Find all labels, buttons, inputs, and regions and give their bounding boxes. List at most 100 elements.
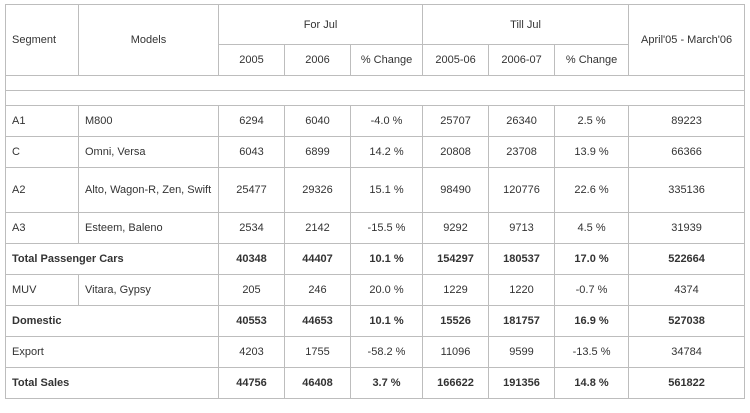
sales-table: Segment Models For Jul Till Jul April'05… (4, 4, 746, 399)
value-cell: 154297 (422, 243, 490, 275)
table-row: A1 M800 6294 6040 -4.0 % 25707 26340 2.5 % 89223 (5, 105, 746, 137)
models-cell: Omni, Versa (78, 136, 219, 168)
table-row: A2 Alto, Wagon-R, Zen, Swift 25477 29326 15.… (5, 167, 746, 213)
table-row: MUV Vitara, Gypsy 205 246 20.0 % 1229 1220 -0.7… (5, 274, 746, 306)
header-for-col: 2005 (218, 44, 285, 76)
value-cell: 34784 (628, 336, 746, 368)
value-cell: 89223 (628, 105, 746, 137)
sales-table-container: Segment Models For Jul Till Jul April'05… (4, 4, 746, 399)
value-cell: 22.6 % (554, 167, 630, 213)
value-cell: 10.1 % (349, 305, 424, 337)
value-cell: 25477 (218, 167, 285, 213)
value-cell: 9599 (488, 336, 556, 368)
value-cell: 9292 (422, 212, 490, 244)
value-cell: 17.0 % (554, 243, 630, 275)
header-till-period: Till Jul (422, 4, 630, 45)
value-cell: 15526 (422, 305, 490, 337)
value-cell: 11096 (422, 336, 490, 368)
segment-cell: A3 (5, 212, 79, 244)
value-cell: 44653 (284, 305, 351, 337)
value-cell: 4.5 % (554, 212, 630, 244)
segment-cell: MUV (5, 274, 79, 306)
table-row: Total Sales 44756 46408 3.7 % 166622 191356 14… (5, 367, 746, 399)
value-cell: 2534 (218, 212, 285, 244)
value-cell: 205 (218, 274, 285, 306)
value-cell: -13.5 % (554, 336, 630, 368)
header-for-period: For Jul (217, 4, 424, 45)
value-cell: 26340 (488, 105, 556, 137)
segment-cell: C (5, 136, 79, 168)
value-cell: 23708 (488, 136, 556, 168)
value-cell: 522664 (628, 243, 746, 275)
value-cell: 44756 (218, 367, 285, 399)
models-cell: Alto, Wagon-R, Zen, Swift (78, 167, 219, 213)
table-row: C Omni, Versa 6043 6899 14.2 % 20808 23708 13.9… (5, 136, 746, 168)
models-cell: Vitara, Gypsy (78, 274, 219, 306)
table-row: Domestic 40553 44653 10.1 % 15526 181757 16.9 … (5, 305, 746, 337)
models-cell: M800 (78, 105, 219, 137)
segment-cell: Export (5, 336, 219, 368)
value-cell: 191356 (488, 367, 556, 399)
value-cell: -0.7 % (554, 274, 630, 306)
models-cell: Esteem, Baleno (78, 212, 219, 244)
value-cell: 181757 (488, 305, 556, 337)
value-cell: 10.1 % (349, 243, 424, 275)
value-cell: 98490 (422, 167, 490, 213)
value-cell: 40553 (218, 305, 285, 337)
header-models: Models (78, 4, 219, 76)
value-cell: 246 (284, 274, 351, 306)
header-for-col: 2006 (284, 44, 351, 76)
segment-cell: A2 (5, 167, 79, 213)
value-cell: 29326 (284, 167, 351, 213)
value-cell: 46408 (284, 367, 351, 399)
segment-cell: Domestic (5, 305, 219, 337)
value-cell: 2142 (284, 212, 351, 244)
value-cell: 15.1 % (349, 167, 424, 213)
value-cell: 44407 (284, 243, 351, 275)
spacer-cell (4, 75, 746, 91)
value-cell: 2.5 % (554, 105, 630, 137)
value-cell: 31939 (628, 212, 746, 244)
value-cell: 16.9 % (554, 305, 630, 337)
table-row: A3 Esteem, Baleno 2534 2142 -15.5 % 9292 9713 4… (5, 212, 746, 244)
value-cell: 40348 (218, 243, 285, 275)
value-cell: 9713 (488, 212, 556, 244)
header-segment: Segment (5, 4, 79, 76)
value-cell: 1755 (284, 336, 351, 368)
header-row-2: 2005 2006 % Change 2005-06 2006-07 % Cha… (6, 44, 745, 76)
value-cell: -4.0 % (349, 105, 424, 137)
header-till-col: % Change (554, 44, 630, 76)
value-cell: 13.9 % (554, 136, 630, 168)
value-cell: 1229 (422, 274, 490, 306)
value-cell: 6899 (284, 136, 351, 168)
table-row: Total Passenger Cars 40348 44407 10.1 % 1542… (5, 243, 746, 275)
value-cell: 4203 (218, 336, 285, 368)
table-row: Export 4203 1755 -58.2 % 11096 9599 -13.5 % 347… (5, 336, 746, 368)
spacer-row (4, 90, 746, 106)
value-cell: 6040 (284, 105, 351, 137)
header-till-col: 2006-07 (488, 44, 556, 76)
value-cell: 3.7 % (349, 367, 424, 399)
header-row-1: Segment Models For Jul Till Jul April'05… (5, 4, 746, 76)
value-cell: 527038 (628, 305, 746, 337)
value-cell: 20.0 % (349, 274, 424, 306)
value-cell: 4374 (628, 274, 746, 306)
value-cell: -58.2 % (349, 336, 424, 368)
value-cell: 166622 (422, 367, 490, 399)
segment-cell: Total Sales (5, 367, 219, 399)
value-cell: 25707 (422, 105, 490, 137)
header-till-col: 2005-06 (422, 44, 490, 76)
value-cell: -15.5 % (349, 212, 424, 244)
spacer-cell (4, 90, 746, 106)
value-cell: 335136 (628, 167, 746, 213)
value-cell: 120776 (488, 167, 556, 213)
value-cell: 14.8 % (554, 367, 630, 399)
value-cell: 561822 (628, 367, 746, 399)
segment-cell: Total Passenger Cars (5, 243, 219, 275)
value-cell: 180537 (488, 243, 556, 275)
value-cell: 66366 (628, 136, 746, 168)
segment-cell: A1 (5, 105, 79, 137)
header-for-col: % Change (349, 44, 424, 76)
value-cell: 14.2 % (349, 136, 424, 168)
value-cell: 6043 (218, 136, 285, 168)
